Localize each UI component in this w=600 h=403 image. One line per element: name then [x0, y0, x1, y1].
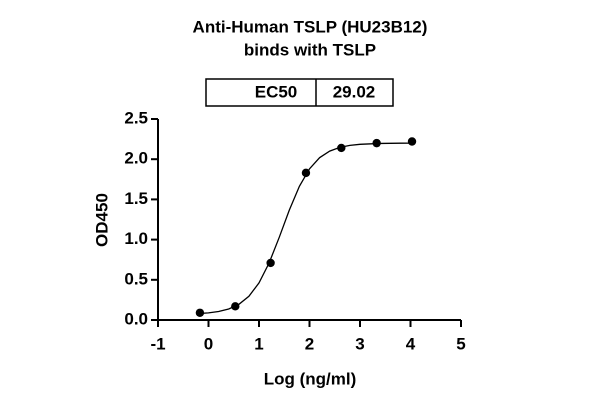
y-tick-label: 1.0 — [124, 229, 148, 248]
x-tick-label: -1 — [150, 334, 165, 353]
data-point — [372, 138, 381, 148]
y-tick-label: 1.5 — [124, 189, 148, 208]
data-point — [266, 258, 275, 268]
x-axis-label: Log (ng/ml) — [264, 369, 357, 388]
y-tick-label: 2.0 — [124, 149, 148, 168]
ec50-value: 29.02 — [333, 82, 376, 101]
data-point — [301, 168, 311, 178]
y-axis-label: OD450 — [92, 193, 111, 247]
y-tick-label: 2.5 — [124, 108, 148, 127]
chart-title: Anti-Human TSLP (HU23B12) — [193, 17, 428, 36]
fit-curve — [198, 142, 414, 315]
x-tick-label: 5 — [456, 334, 465, 353]
ec50-box — [205, 78, 394, 107]
chart-title: binds with TSLP — [244, 40, 376, 59]
x-tick-label: 0 — [204, 334, 213, 353]
data-point — [407, 137, 417, 146]
data-point — [337, 143, 346, 153]
data-point — [195, 308, 205, 317]
x-tick-label: 4 — [406, 334, 416, 353]
ec50-label: EC50 — [255, 82, 298, 101]
y-tick-label: 0.5 — [124, 269, 148, 288]
x-tick-label: 1 — [254, 334, 263, 353]
data-point — [231, 302, 240, 311]
x-tick-label: 3 — [355, 334, 364, 353]
x-tick-label: 2 — [305, 334, 314, 353]
y-tick-label: 0.0 — [124, 309, 148, 328]
